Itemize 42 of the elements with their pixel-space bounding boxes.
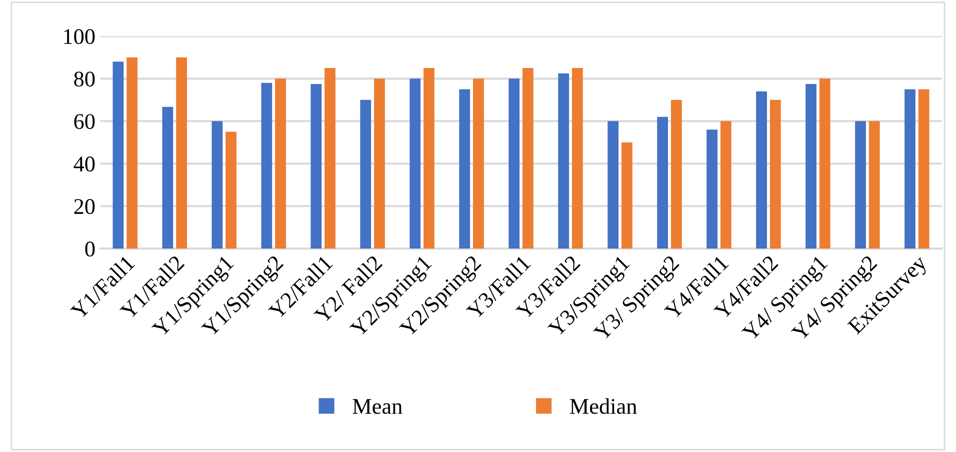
bar — [670, 100, 682, 249]
bar — [212, 121, 223, 249]
y-tick-label: 100 — [64, 29, 95, 44]
y-tick-label: 60 — [74, 114, 95, 130]
bar — [657, 116, 668, 249]
bar — [558, 73, 570, 249]
bar — [770, 100, 781, 249]
bar — [608, 121, 619, 249]
bar — [868, 121, 880, 249]
bar — [522, 68, 534, 249]
bar — [112, 62, 124, 249]
bar — [176, 57, 187, 249]
bar — [918, 89, 930, 249]
bar — [508, 78, 520, 249]
legend-label: Median — [570, 398, 637, 414]
bar — [162, 106, 174, 249]
bar — [572, 68, 583, 249]
bar — [360, 100, 372, 249]
bar — [855, 121, 866, 249]
bar — [374, 78, 385, 249]
bar — [706, 130, 718, 249]
bar — [904, 89, 916, 249]
y-tick-label: 80 — [74, 72, 95, 87]
bar — [473, 78, 484, 249]
bar — [126, 57, 138, 249]
bar — [806, 84, 816, 249]
y-tick-label: 0 — [85, 242, 95, 257]
bar — [720, 121, 732, 249]
legend-label: Mean — [352, 399, 402, 414]
bar — [324, 68, 336, 249]
bar — [819, 78, 830, 249]
bar — [621, 142, 632, 249]
bar — [275, 78, 286, 249]
bar — [310, 84, 322, 249]
bar — [226, 132, 236, 249]
y-tick-label: 20 — [74, 199, 95, 214]
bar — [410, 78, 421, 249]
bar — [424, 68, 434, 249]
y-tick-label: 40 — [74, 156, 95, 172]
bar — [459, 89, 470, 249]
bar — [261, 82, 272, 249]
bar — [756, 91, 767, 249]
